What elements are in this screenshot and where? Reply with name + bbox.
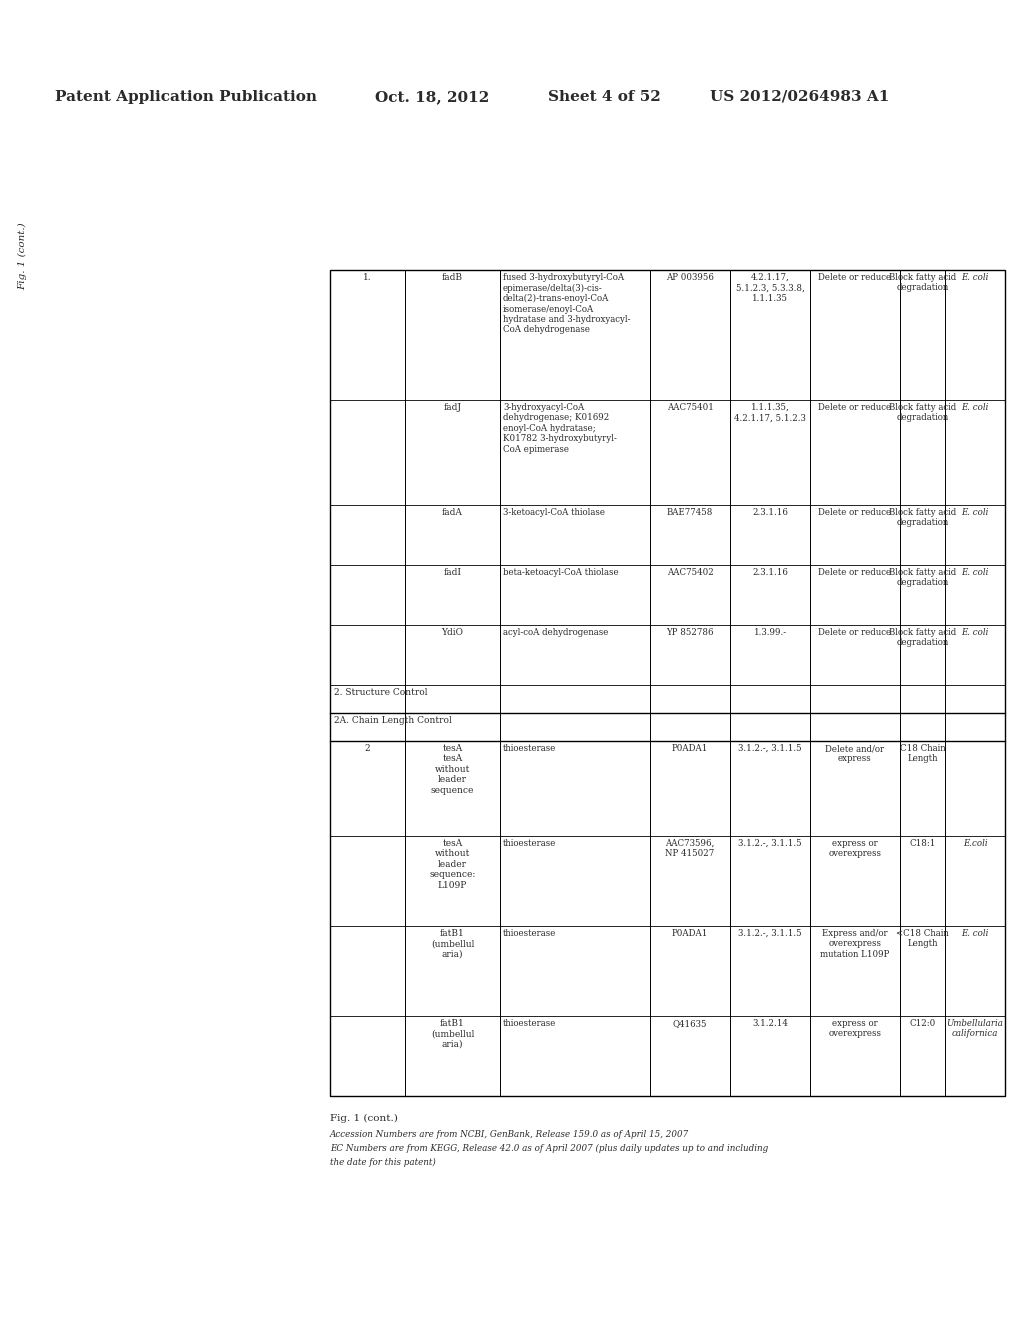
Text: express or
overexpress: express or overexpress [828, 1019, 882, 1039]
Text: BAE77458: BAE77458 [667, 508, 713, 517]
Text: 4.2.1.17,
5.1.2.3, 5.3.3.8,
1.1.1.35: 4.2.1.17, 5.1.2.3, 5.3.3.8, 1.1.1.35 [735, 273, 805, 302]
Text: C12:0: C12:0 [909, 1019, 936, 1028]
Text: Block fatty acid
degradation: Block fatty acid degradation [889, 273, 956, 293]
Text: Delete or reduce: Delete or reduce [818, 508, 892, 517]
Text: beta-ketoacyl-CoA thiolase: beta-ketoacyl-CoA thiolase [503, 568, 618, 577]
Text: US 2012/0264983 A1: US 2012/0264983 A1 [710, 90, 890, 104]
Text: fadI: fadI [443, 568, 462, 577]
Text: tesA
without
leader
sequence:
L109P: tesA without leader sequence: L109P [429, 840, 476, 890]
Text: fatB1
(umbellul
aria): fatB1 (umbellul aria) [431, 1019, 474, 1049]
Text: Fig. 1 (cont.): Fig. 1 (cont.) [330, 1114, 398, 1123]
Text: fadJ: fadJ [443, 403, 462, 412]
Text: YP 852786: YP 852786 [667, 628, 714, 638]
Text: Q41635: Q41635 [673, 1019, 708, 1028]
Text: 2: 2 [365, 744, 371, 752]
Text: fadB: fadB [442, 273, 463, 282]
Text: E. coli: E. coli [962, 568, 989, 577]
Text: Accession Numbers are from NCBI, GenBank, Release 159.0 as of April 15, 2007: Accession Numbers are from NCBI, GenBank… [330, 1130, 689, 1139]
Text: 3.1.2.-, 3.1.1.5: 3.1.2.-, 3.1.1.5 [738, 744, 802, 752]
Text: E. coli: E. coli [962, 273, 989, 282]
Text: the date for this patent): the date for this patent) [330, 1158, 436, 1167]
Text: Block fatty acid
degradation: Block fatty acid degradation [889, 403, 956, 422]
Text: E.coli: E.coli [963, 840, 987, 847]
Text: E. coli: E. coli [962, 508, 989, 517]
Text: fused 3-hydroxybutyryl-CoA
epimerase/delta(3)-cis-
delta(2)-trans-enoyl-CoA
isom: fused 3-hydroxybutyryl-CoA epimerase/del… [503, 273, 631, 334]
Text: Delete or reduce: Delete or reduce [818, 568, 892, 577]
Text: Fig. 1 (cont.): Fig. 1 (cont.) [18, 222, 27, 290]
Text: fadA: fadA [442, 508, 463, 517]
Text: Delete and/or
express: Delete and/or express [825, 744, 885, 763]
Text: 1.1.1.35,
4.2.1.17, 5.1.2.3: 1.1.1.35, 4.2.1.17, 5.1.2.3 [734, 403, 806, 422]
Text: Block fatty acid
degradation: Block fatty acid degradation [889, 508, 956, 528]
Text: Patent Application Publication: Patent Application Publication [55, 90, 317, 104]
Text: 3-hydroxyacyl-CoA
dehydrogenase; K01692
enoyl-CoA hydratase;
K01782 3-hydroxybut: 3-hydroxyacyl-CoA dehydrogenase; K01692 … [503, 403, 616, 454]
Text: 2.3.1.16: 2.3.1.16 [752, 568, 787, 577]
Text: AAC75401: AAC75401 [667, 403, 714, 412]
Text: 3-ketoacyl-CoA thiolase: 3-ketoacyl-CoA thiolase [503, 508, 605, 517]
Text: C18:1: C18:1 [909, 840, 936, 847]
Text: 3.1.2.-, 3.1.1.5: 3.1.2.-, 3.1.1.5 [738, 929, 802, 939]
Text: acyl-coA dehydrogenase: acyl-coA dehydrogenase [503, 628, 608, 638]
Text: Delete or reduce: Delete or reduce [818, 403, 892, 412]
Text: 2A. Chain Length Control: 2A. Chain Length Control [334, 715, 452, 725]
Text: tesA
tesA
without
leader
sequence: tesA tesA without leader sequence [431, 744, 474, 795]
Text: 2.3.1.16: 2.3.1.16 [752, 508, 787, 517]
Text: Sheet 4 of 52: Sheet 4 of 52 [548, 90, 660, 104]
Text: AAC73596,
NP 415027: AAC73596, NP 415027 [666, 840, 715, 858]
Text: <C18 Chain
Length: <C18 Chain Length [896, 929, 949, 948]
Text: 1.: 1. [364, 273, 372, 282]
Text: Block fatty acid
degradation: Block fatty acid degradation [889, 568, 956, 587]
Text: AAC75402: AAC75402 [667, 568, 714, 577]
Text: express or
overexpress: express or overexpress [828, 840, 882, 858]
Text: thioesterase: thioesterase [503, 840, 556, 847]
Text: Oct. 18, 2012: Oct. 18, 2012 [375, 90, 489, 104]
Text: Express and/or
overexpress
mutation L109P: Express and/or overexpress mutation L109… [820, 929, 890, 958]
Text: YdiO: YdiO [441, 628, 464, 638]
Text: E. coli: E. coli [962, 403, 989, 412]
Text: 3.1.2.14: 3.1.2.14 [752, 1019, 787, 1028]
Text: P0ADA1: P0ADA1 [672, 929, 709, 939]
Text: Umbellularia
californica: Umbellularia californica [946, 1019, 1004, 1039]
Text: thioesterase: thioesterase [503, 929, 556, 939]
Text: fatB1
(umbellul
aria): fatB1 (umbellul aria) [431, 929, 474, 958]
Text: E. coli: E. coli [962, 628, 989, 638]
Text: thioesterase: thioesterase [503, 1019, 556, 1028]
Text: E. coli: E. coli [962, 929, 989, 939]
Text: AP 003956: AP 003956 [666, 273, 714, 282]
Text: 2. Structure Control: 2. Structure Control [334, 688, 427, 697]
Text: C18 Chain
Length: C18 Chain Length [900, 744, 945, 763]
Text: 3.1.2.-, 3.1.1.5: 3.1.2.-, 3.1.1.5 [738, 840, 802, 847]
Text: P0ADA1: P0ADA1 [672, 744, 709, 752]
Text: Delete or reduce: Delete or reduce [818, 273, 892, 282]
Text: EC Numbers are from KEGG, Release 42.0 as of April 2007 (plus daily updates up t: EC Numbers are from KEGG, Release 42.0 a… [330, 1144, 768, 1154]
Text: 1.3.99.-: 1.3.99.- [754, 628, 786, 638]
Text: Block fatty acid
degradation: Block fatty acid degradation [889, 628, 956, 647]
Text: thioesterase: thioesterase [503, 744, 556, 752]
Text: Delete or reduce: Delete or reduce [818, 628, 892, 638]
Bar [330, 271, 1005, 1096]
